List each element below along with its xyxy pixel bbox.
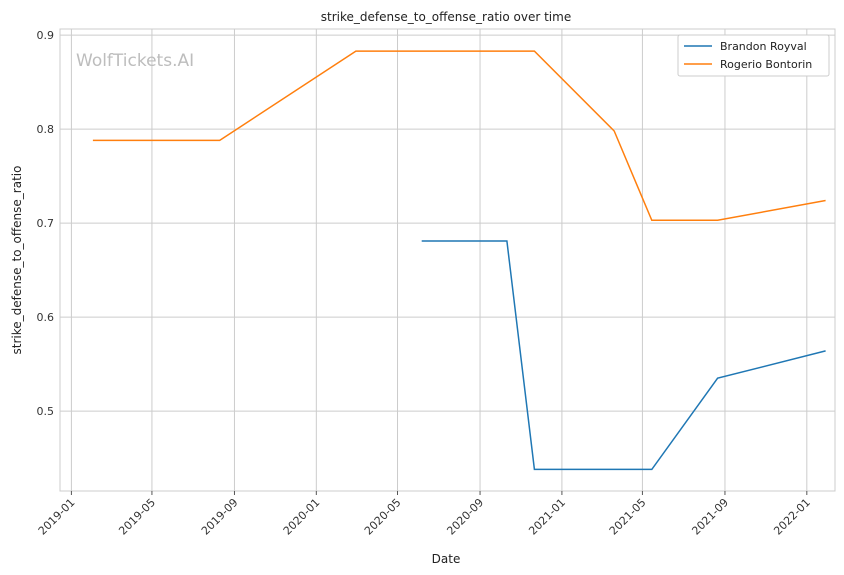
y-tick-label: 0.5 <box>37 405 55 418</box>
x-tick-label: 2021-09 <box>689 496 731 538</box>
plot-area <box>59 28 836 492</box>
y-axis: 0.5 0.6 0.7 0.8 0.9 <box>37 29 55 418</box>
x-axis-label: Date <box>432 552 461 566</box>
x-tick-label: 2022-01 <box>771 496 813 538</box>
watermark: WolfTickets.AI <box>76 51 194 71</box>
x-tick-label: 2021-05 <box>607 496 649 538</box>
x-tick-label: 2020-05 <box>362 496 404 538</box>
x-tick-label: 2020-09 <box>444 496 486 538</box>
chart-title: strike_defense_to_offense_ratio over tim… <box>321 10 571 24</box>
series-layer <box>92 50 826 471</box>
x-axis: 2019-01 2019-05 2019-09 2020-01 2020-05 2020-… <box>36 491 813 538</box>
legend: Brandon Royval Rogerio Bontorin <box>677 34 830 77</box>
series-line <box>421 240 826 471</box>
legend-label: Brandon Royval <box>720 40 807 53</box>
y-tick-label: 0.9 <box>37 29 55 42</box>
y-tick-label: 0.7 <box>37 217 55 230</box>
legend-box <box>677 34 830 77</box>
series-line <box>92 50 826 222</box>
legend-label: Rogerio Bontorin <box>720 58 812 71</box>
grid <box>60 29 835 491</box>
y-tick-label: 0.6 <box>37 311 55 324</box>
x-tick-label: 2021-01 <box>526 496 568 538</box>
x-tick-label: 2019-01 <box>36 496 78 538</box>
x-tick-label: 2019-05 <box>116 496 158 538</box>
x-tick-label: 2020-01 <box>281 496 323 538</box>
x-tick-label: 2019-09 <box>199 496 241 538</box>
y-tick-label: 0.8 <box>37 123 55 136</box>
y-axis-label: strike_defense_to_offense_ratio <box>10 166 24 355</box>
